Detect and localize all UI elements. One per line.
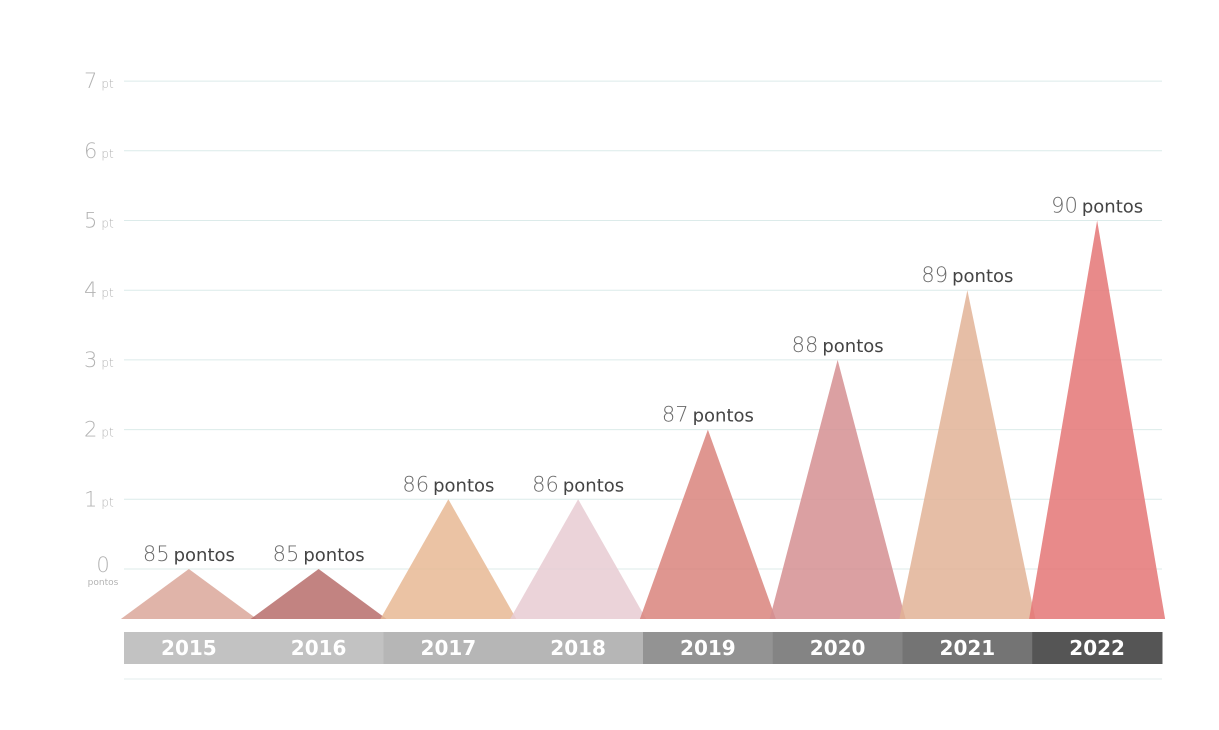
value-label-2019: 87 pontos <box>662 403 754 427</box>
value-label-2016: 85 pontos <box>273 542 365 566</box>
triangle-2022 <box>1029 220 1166 619</box>
value-label-unit: pontos <box>1082 197 1143 218</box>
y-tick-label: 2 pt <box>84 418 114 442</box>
triangle-2015 <box>120 569 257 619</box>
value-label-number: 86 <box>402 472 429 496</box>
y-tick-label: 7 pt <box>84 69 114 93</box>
y-tick-label: 6 pt <box>84 139 114 163</box>
y-tick-label: 4 pt <box>84 278 114 302</box>
year-label-2015: 2015 <box>161 636 217 660</box>
triangle-2021 <box>899 290 1036 619</box>
y-tick-unit: pt <box>101 286 114 300</box>
triangle-2019 <box>639 429 776 619</box>
value-label-number: 88 <box>792 333 819 357</box>
year-bar-2016 <box>253 632 384 664</box>
value-label-2022: 90 pontos <box>1051 194 1143 218</box>
year-label-2021: 2021 <box>940 636 996 660</box>
y-tick: 6 pt <box>84 139 114 163</box>
value-label-unit: pontos <box>303 545 364 566</box>
triangle-2017 <box>380 499 517 619</box>
triangle-2016 <box>250 569 387 619</box>
year-label-2019: 2019 <box>680 636 736 660</box>
y-tick: 2 pt <box>84 418 114 442</box>
year-bar-2019 <box>643 632 774 664</box>
y-tick-label: 0 <box>96 553 109 577</box>
year-bar-2015 <box>124 632 255 664</box>
triangle-2018 <box>510 499 647 619</box>
value-label-2021: 89 pontos <box>921 263 1013 287</box>
value-label-unit: pontos <box>174 545 235 566</box>
value-label-2017: 86 pontos <box>402 472 494 496</box>
value-label-2020: 88 pontos <box>792 333 884 357</box>
y-tick: 3 pt <box>84 348 114 372</box>
value-label-unit: pontos <box>822 336 883 357</box>
y-tick-label: 3 pt <box>84 348 114 372</box>
value-label-number: 86 <box>532 472 559 496</box>
value-label-2018: 86 pontos <box>532 472 624 496</box>
year-label-2020: 2020 <box>810 636 866 660</box>
value-label-number: 85 <box>143 542 170 566</box>
y-tick: 5 pt <box>84 209 114 233</box>
year-bars: 2015 2016 2017 2018 2019 2020 2021 2022 <box>124 632 1163 664</box>
year-bar-2018 <box>513 632 644 664</box>
y-tick: 7 pt <box>84 69 114 93</box>
y-tick-unit: pt <box>101 356 114 370</box>
year-label-2022: 2022 <box>1069 636 1125 660</box>
value-label-2015: 85 pontos <box>143 542 235 566</box>
year-bar-2020 <box>772 632 903 664</box>
y-tick-unit: pt <box>101 77 114 91</box>
value-label-number: 89 <box>921 263 948 287</box>
year-label-2018: 2018 <box>550 636 606 660</box>
value-label-unit: pontos <box>433 475 494 496</box>
value-label-unit: pontos <box>563 475 624 496</box>
y-tick: 4 pt <box>84 278 114 302</box>
grid-lines <box>124 80 1162 570</box>
year-bar-2021 <box>902 632 1033 664</box>
y-tick: 1 pt <box>84 487 114 511</box>
value-label-number: 90 <box>1051 194 1078 218</box>
y-tick-unit: pt <box>101 426 114 440</box>
y-tick-label: 5 pt <box>84 209 114 233</box>
value-label-unit: pontos <box>952 266 1013 287</box>
y-tick-unit: pontos <box>88 578 119 588</box>
value-label-number: 87 <box>662 403 689 427</box>
value-label-unit: pontos <box>693 406 754 427</box>
year-bar-2022 <box>1032 632 1163 664</box>
year-label-2016: 2016 <box>291 636 347 660</box>
y-tick-label: 1 pt <box>84 487 114 511</box>
year-label-2017: 2017 <box>421 636 477 660</box>
y-tick-unit: pt <box>101 217 114 231</box>
data-triangles <box>120 220 1166 619</box>
y-tick-unit: pt <box>101 147 114 161</box>
triangle-2020 <box>769 359 906 619</box>
y-tick-unit: pt <box>101 495 114 509</box>
value-label-number: 85 <box>273 542 300 566</box>
year-bar-2017 <box>383 632 514 664</box>
